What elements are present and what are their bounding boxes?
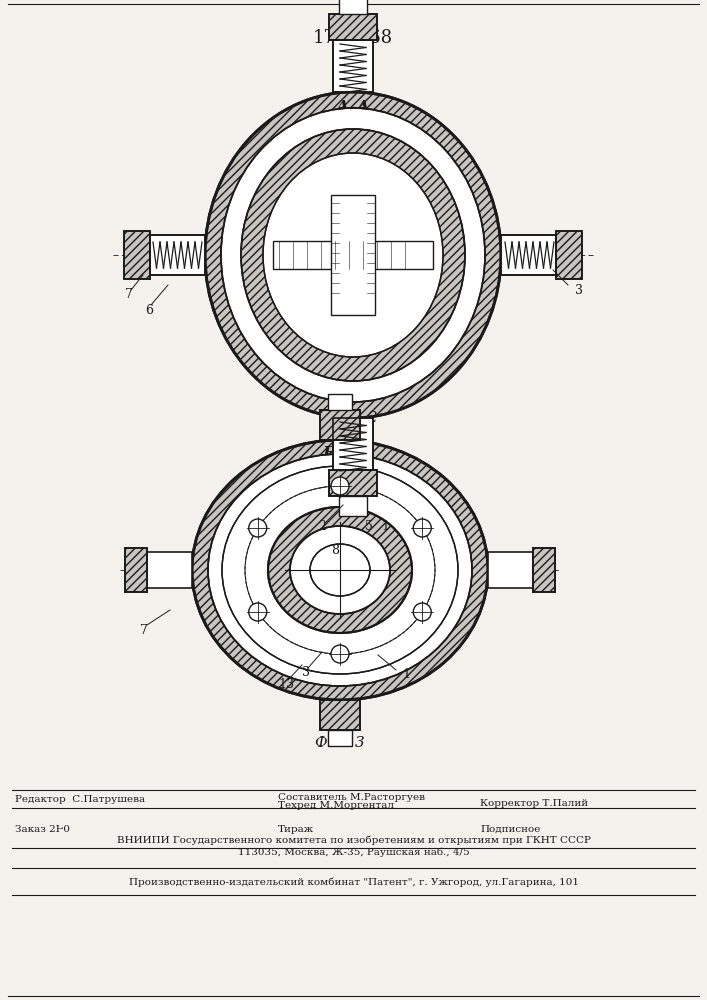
- Bar: [556, 231, 582, 279]
- Text: Тираж: Тираж: [278, 824, 314, 834]
- Text: 13: 13: [278, 678, 294, 692]
- Bar: [329, 14, 377, 40]
- Bar: [533, 548, 555, 592]
- Text: Заказ 2Ͱ0: Заказ 2Ͱ0: [15, 824, 70, 834]
- Text: 7: 7: [125, 288, 133, 302]
- Bar: [125, 548, 147, 592]
- Text: 8: 8: [331, 544, 339, 556]
- Bar: [320, 410, 360, 440]
- Text: А-А: А-А: [336, 100, 370, 116]
- Ellipse shape: [208, 454, 472, 686]
- Bar: [320, 700, 360, 730]
- Bar: [533, 548, 555, 592]
- Ellipse shape: [205, 92, 501, 418]
- Bar: [339, 496, 367, 516]
- Text: ВНИИПИ Государственного комитета по изобретениям и открытиям при ГКНТ СССР: ВНИИПИ Государственного комитета по изоб…: [117, 835, 591, 845]
- Bar: [147, 552, 192, 588]
- Ellipse shape: [222, 466, 458, 674]
- Bar: [125, 548, 147, 592]
- Bar: [488, 552, 533, 588]
- Circle shape: [414, 519, 431, 537]
- Text: 1: 1: [381, 520, 389, 534]
- Ellipse shape: [192, 440, 488, 700]
- Bar: [331, 195, 375, 315]
- Bar: [150, 235, 205, 275]
- Text: 7: 7: [140, 624, 148, 637]
- Ellipse shape: [310, 544, 370, 596]
- Bar: [320, 700, 360, 730]
- Text: 1745868: 1745868: [313, 29, 393, 47]
- Ellipse shape: [241, 129, 465, 381]
- Circle shape: [331, 477, 349, 495]
- Text: 1: 1: [402, 668, 410, 682]
- Text: 113035, Москва, Ж-35, Раушская наб., 4/5: 113035, Москва, Ж-35, Раушская наб., 4/5: [238, 847, 470, 857]
- Text: 3: 3: [575, 284, 583, 296]
- Text: Техред М.Моргентал: Техред М.Моргентал: [278, 802, 394, 810]
- Bar: [333, 418, 373, 470]
- Bar: [501, 235, 556, 275]
- Circle shape: [249, 603, 267, 621]
- Text: Корректор Т.Палий: Корректор Т.Палий: [480, 798, 588, 808]
- Text: 5: 5: [365, 520, 373, 534]
- Bar: [333, 40, 373, 92]
- Text: 6: 6: [145, 304, 153, 316]
- Ellipse shape: [268, 507, 412, 633]
- Bar: [556, 231, 582, 279]
- Text: Фиг. 3: Фиг. 3: [315, 736, 365, 750]
- Bar: [501, 235, 556, 275]
- Ellipse shape: [290, 526, 390, 614]
- Bar: [328, 394, 352, 410]
- Circle shape: [249, 519, 267, 537]
- Bar: [273, 241, 433, 269]
- Text: Фиг. 2: Фиг. 2: [328, 411, 378, 425]
- Bar: [328, 730, 352, 746]
- Text: Составитель М.Расторгуев: Составитель М.Расторгуев: [278, 792, 425, 802]
- Bar: [150, 235, 205, 275]
- Bar: [333, 418, 373, 470]
- Bar: [329, 470, 377, 496]
- Text: Подписное: Подписное: [480, 824, 540, 834]
- Ellipse shape: [263, 153, 443, 357]
- Bar: [320, 410, 360, 440]
- Bar: [339, 0, 367, 14]
- Bar: [124, 231, 150, 279]
- Text: 2: 2: [318, 520, 326, 534]
- Circle shape: [414, 603, 431, 621]
- Text: 3: 3: [302, 666, 310, 680]
- Ellipse shape: [221, 108, 485, 402]
- Bar: [329, 14, 377, 40]
- Text: Редактор  С.Патрушева: Редактор С.Патрушева: [15, 794, 145, 804]
- Circle shape: [331, 645, 349, 663]
- Bar: [329, 470, 377, 496]
- Bar: [124, 231, 150, 279]
- Bar: [333, 40, 373, 92]
- Text: Производственно-издательский комбинат "Патент", г. Ужгород, ул.Гагарина, 101: Производственно-издательский комбинат "П…: [129, 877, 579, 887]
- Text: Б-Б: Б-Б: [322, 444, 358, 462]
